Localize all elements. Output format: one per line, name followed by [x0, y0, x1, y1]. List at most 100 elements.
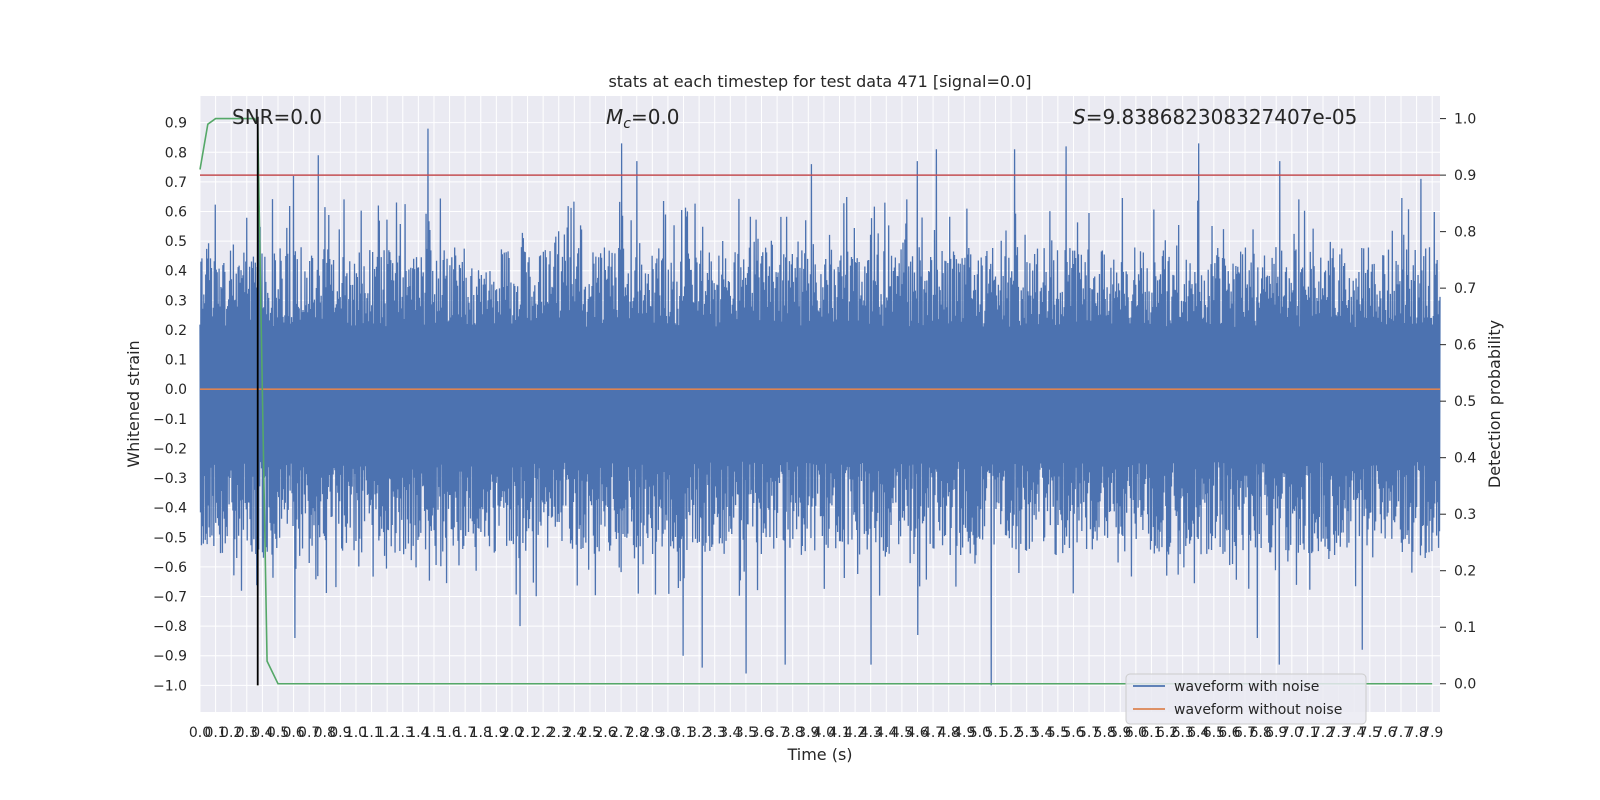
x-tick-label: 1.6: [438, 725, 460, 741]
x-tick-labels: 0.00.10.20.30.40.50.60.70.80.91.01.11.21…: [189, 725, 1443, 741]
x-tick-label: 5.1: [984, 725, 1006, 741]
x-tick-label: 5.7: [1078, 725, 1100, 741]
series-waveform-with-noise: [199, 128, 1441, 686]
x-tick-label: 0.1: [204, 725, 226, 741]
x-tick-label: 6.7: [1234, 725, 1256, 741]
y2-tick-label: 0.3: [1454, 507, 1476, 523]
s-symbol: S: [1073, 105, 1086, 129]
legend-box: [1125, 673, 1367, 725]
x-tick-label: 3.8: [782, 725, 804, 741]
y-tick-label: 0.3: [165, 293, 187, 309]
x-tick-label: 5.6: [1062, 725, 1084, 741]
x-tick-label: 0.9: [329, 725, 351, 741]
x-tick-label: 6.0: [1125, 725, 1147, 741]
x-tick-label: 0.0: [189, 725, 211, 741]
y-tick-label: −0.3: [153, 471, 187, 487]
y-tick-label: −0.7: [153, 590, 187, 606]
x-tick-label: 4.4: [875, 725, 897, 741]
y-tick-label: 0.5: [165, 234, 187, 250]
y-tick-label: −0.8: [153, 619, 187, 635]
x-tick-label: 7.7: [1390, 725, 1412, 741]
x-tick-label: 1.7: [454, 725, 476, 741]
y-tick-label: 0.4: [165, 264, 187, 280]
x-tick-label: 2.0: [501, 725, 523, 741]
x-tick-label: 6.8: [1249, 725, 1271, 741]
x-tick-label: 2.5: [579, 725, 601, 741]
y2-tick-label: 0.1: [1454, 620, 1476, 636]
y-tick-label: 0.6: [165, 205, 187, 221]
x-tick-label: 7.2: [1312, 725, 1334, 741]
x-tick-label: 6.6: [1218, 725, 1240, 741]
y2-tick-label: 0.0: [1454, 677, 1476, 693]
x-tick-label: 2.1: [516, 725, 538, 741]
y-tick-label: −0.6: [153, 560, 187, 576]
x-tick-label: 3.1: [672, 725, 694, 741]
x-tick-label: 5.8: [1094, 725, 1116, 741]
y2-tick-label: 0.8: [1454, 225, 1476, 241]
x-tick-label: 1.3: [392, 725, 414, 741]
x-tick-label: 2.3: [548, 725, 570, 741]
x-tick-label: 3.0: [657, 725, 679, 741]
x-tick-label: 0.4: [251, 725, 273, 741]
x-tick-label: 0.8: [314, 725, 336, 741]
x-tick-label: 6.2: [1156, 725, 1178, 741]
x-tick-label: 4.0: [813, 725, 835, 741]
x-tick-label: 1.2: [376, 725, 398, 741]
x-tick-label: 0.6: [282, 725, 304, 741]
chirp-mass-subscript: c: [623, 116, 631, 132]
y2-tick-label: 1.0: [1454, 112, 1476, 128]
x-axis-label: Time (s): [786, 745, 852, 764]
x-tick-label: 4.8: [938, 725, 960, 741]
y-tick-label: −0.4: [153, 501, 187, 517]
x-tick-label: 4.6: [906, 725, 928, 741]
x-tick-label: 5.9: [1109, 725, 1131, 741]
x-tick-label: 5.4: [1031, 725, 1053, 741]
x-tick-label: 6.9: [1265, 725, 1287, 741]
legend-label-with-noise: waveform with noise: [1174, 679, 1319, 695]
x-tick-label: 4.1: [828, 725, 850, 741]
x-tick-label: 0.3: [236, 725, 258, 741]
y-tick-label: 0.1: [165, 353, 187, 369]
legend: waveform with noise waveform without noi…: [1125, 673, 1367, 725]
x-tick-label: 6.5: [1203, 725, 1225, 741]
x-tick-label: 3.9: [797, 725, 819, 741]
x-tick-label: 1.4: [407, 725, 429, 741]
y-tick-label: −0.2: [153, 441, 187, 457]
y-tick-label: −0.5: [153, 530, 187, 546]
x-tick-label: 0.2: [220, 725, 242, 741]
x-tick-label: 7.4: [1343, 725, 1365, 741]
x-tick-label: 2.4: [563, 725, 585, 741]
chirp-mass-symbol: M: [606, 105, 623, 129]
y-tick-labels: 0.9 0.8 0.7 0.6 0.5 0.4 0.3 0.2 0.1 0.0 −0.1 −0.2 −0…: [153, 116, 187, 695]
y2-tick-label: 0.2: [1454, 564, 1476, 580]
s-annotation: S=9.838682308327407e-05: [1073, 105, 1357, 129]
x-tick-label: 1.9: [485, 725, 507, 741]
x-tick-label: 3.2: [688, 725, 710, 741]
y-tick-label: 0.7: [165, 175, 187, 191]
x-tick-label: 3.3: [704, 725, 726, 741]
y-tick-label: −0.1: [153, 412, 187, 428]
y-tick-label: 0.8: [165, 145, 187, 161]
series-lines: [199, 116, 1440, 686]
x-tick-label: 1.5: [423, 725, 445, 741]
x-tick-label: 2.2: [532, 725, 554, 741]
x-tick-label: 1.1: [360, 725, 382, 741]
x-tick-label: 5.5: [1047, 725, 1069, 741]
x-tick-label: 4.5: [891, 725, 913, 741]
x-tick-label: 2.8: [626, 725, 648, 741]
x-tick-label: 1.8: [470, 725, 492, 741]
x-tick-label: 5.2: [1000, 725, 1022, 741]
x-tick-label: 4.9: [953, 725, 975, 741]
y2-tick-label: 0.6: [1454, 338, 1476, 354]
x-tick-label: 7.0: [1281, 725, 1303, 741]
x-tick-label: 6.1: [1140, 725, 1162, 741]
y2-tick-label: 0.5: [1454, 394, 1476, 410]
x-tick-label: 4.2: [844, 725, 866, 741]
y-tick-label: −0.9: [153, 649, 187, 665]
x-tick-label: 7.9: [1421, 725, 1443, 741]
y2-tick-labels: 1.0 0.9 0.8 0.7 0.6 0.5 0.4 0.3 0.2 0.1 0.0: [1440, 112, 1476, 693]
chirp-mass-value: =0.0: [631, 105, 680, 129]
y2-tick-label: 0.9: [1454, 168, 1476, 184]
x-tick-label: 4.3: [860, 725, 882, 741]
